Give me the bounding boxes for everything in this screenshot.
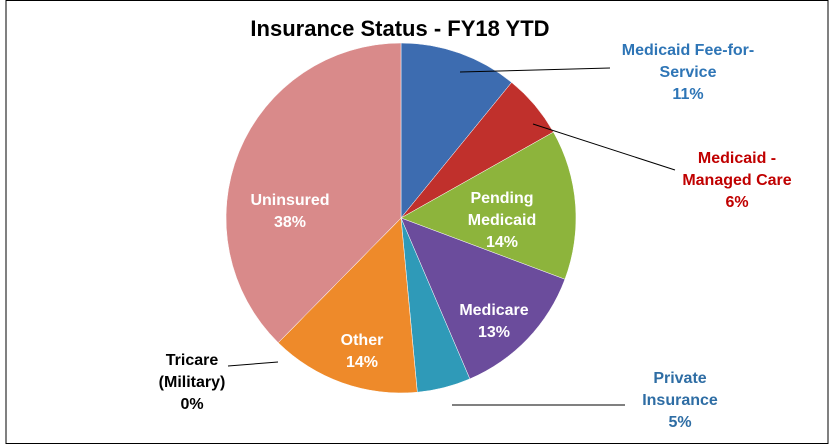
pie-slice [400,42,512,219]
leader-lines [227,67,676,406]
slice-label: Medicaid Fee-for-Service 11% [613,40,763,106]
chart-title: Insurance Status - FY18 YTD [250,16,550,41]
slice-label: Medicare 13% [434,300,554,344]
category-label: Other [340,332,384,349]
slice-label: Medicaid - Managed Care 6% [662,148,812,214]
pie-slice [277,217,418,394]
pie-slice [225,42,402,344]
slice-label: Uninsured 38% [225,190,355,234]
value-label: 14% [345,354,379,371]
value-label: 11% [672,86,704,103]
category-label: Medicaid - Managed Care [682,150,792,189]
category-label: Medicaid Fee-for-Service [621,42,755,81]
slice-label: Other 14% [312,330,412,374]
value-label: 38% [273,214,307,231]
slice-label: Tricare (Military) 0% [142,350,242,416]
slice-label: Pending Medicaid 14% [442,188,562,254]
leader-line [532,123,676,171]
category-label: Tricare (Military) [158,352,226,391]
value-label: 6% [725,194,749,211]
category-label: Pending Medicaid [467,190,537,229]
pie-slice [400,131,577,280]
category-label: Private Insurance [642,370,718,409]
slices [225,42,577,394]
leader-line [227,361,279,367]
pie-slice [400,217,566,380]
value-label: 13% [477,324,511,341]
value-label: 5% [668,414,692,431]
slice-label: Private Insurance 5% [620,368,740,434]
category-label: Medicare [459,302,529,319]
leader-line [459,67,611,73]
value-label: 0% [180,396,204,413]
category-label: Uninsured [250,192,330,209]
value-label: 14% [485,234,519,251]
